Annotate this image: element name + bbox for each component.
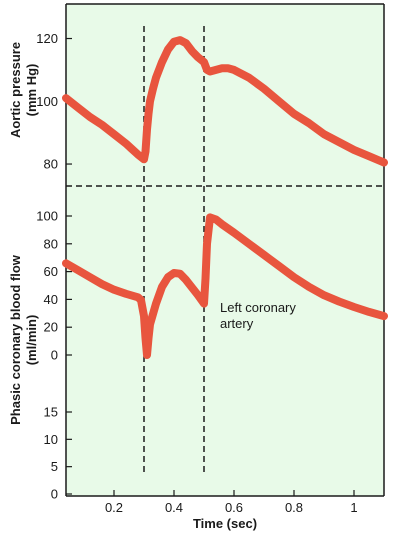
bottom-y-axis-unit: (ml/min) bbox=[24, 315, 39, 366]
annotation-line-1: Left coronary bbox=[220, 300, 296, 315]
plot-background bbox=[66, 4, 384, 496]
x-tick-0.8-label: 0.8 bbox=[285, 500, 303, 515]
top-y-tick-120-label: 120 bbox=[36, 31, 58, 46]
upper-y-tick-100-label: 100 bbox=[36, 209, 58, 224]
upper-y-tick-20-label: 20 bbox=[44, 320, 58, 335]
x-tick-0.6-label: 0.6 bbox=[225, 500, 243, 515]
annotation-line-2: artery bbox=[220, 316, 254, 331]
lower-y-tick-5-label: 5 bbox=[51, 459, 58, 474]
upper-y-tick-40-label: 40 bbox=[44, 292, 58, 307]
lower-y-tick-15-label: 15 bbox=[44, 405, 58, 420]
upper-y-tick-0-label: 0 bbox=[51, 348, 58, 363]
bottom-panel-y-ticks: 0 20 40 60 80 100 0 5 10 15 bbox=[36, 209, 72, 502]
upper-y-tick-60-label: 60 bbox=[44, 264, 58, 279]
top-y-axis-label: Aortic pressure bbox=[8, 42, 23, 138]
bottom-y-axis-label: Phasic coronary blood flow bbox=[8, 254, 23, 425]
top-y-tick-100-label: 100 bbox=[36, 94, 58, 109]
aortic-pressure-line bbox=[62, 36, 388, 167]
top-y-axis-unit: (mm Hg) bbox=[24, 64, 39, 117]
lower-y-tick-10-label: 10 bbox=[44, 432, 58, 447]
upper-y-tick-80-label: 80 bbox=[44, 236, 58, 251]
x-axis-ticks: 0.2 0.4 0.6 0.8 1 bbox=[105, 490, 358, 515]
x-tick-0.2-label: 0.2 bbox=[105, 500, 123, 515]
lower-y-tick-0-label: 0 bbox=[51, 487, 58, 502]
x-tick-1-label: 1 bbox=[350, 500, 357, 515]
coronary-flow-line bbox=[62, 213, 388, 359]
x-tick-0.4-label: 0.4 bbox=[165, 500, 183, 515]
x-axis-label: Time (sec) bbox=[193, 516, 257, 531]
top-y-tick-80-label: 80 bbox=[44, 157, 58, 172]
